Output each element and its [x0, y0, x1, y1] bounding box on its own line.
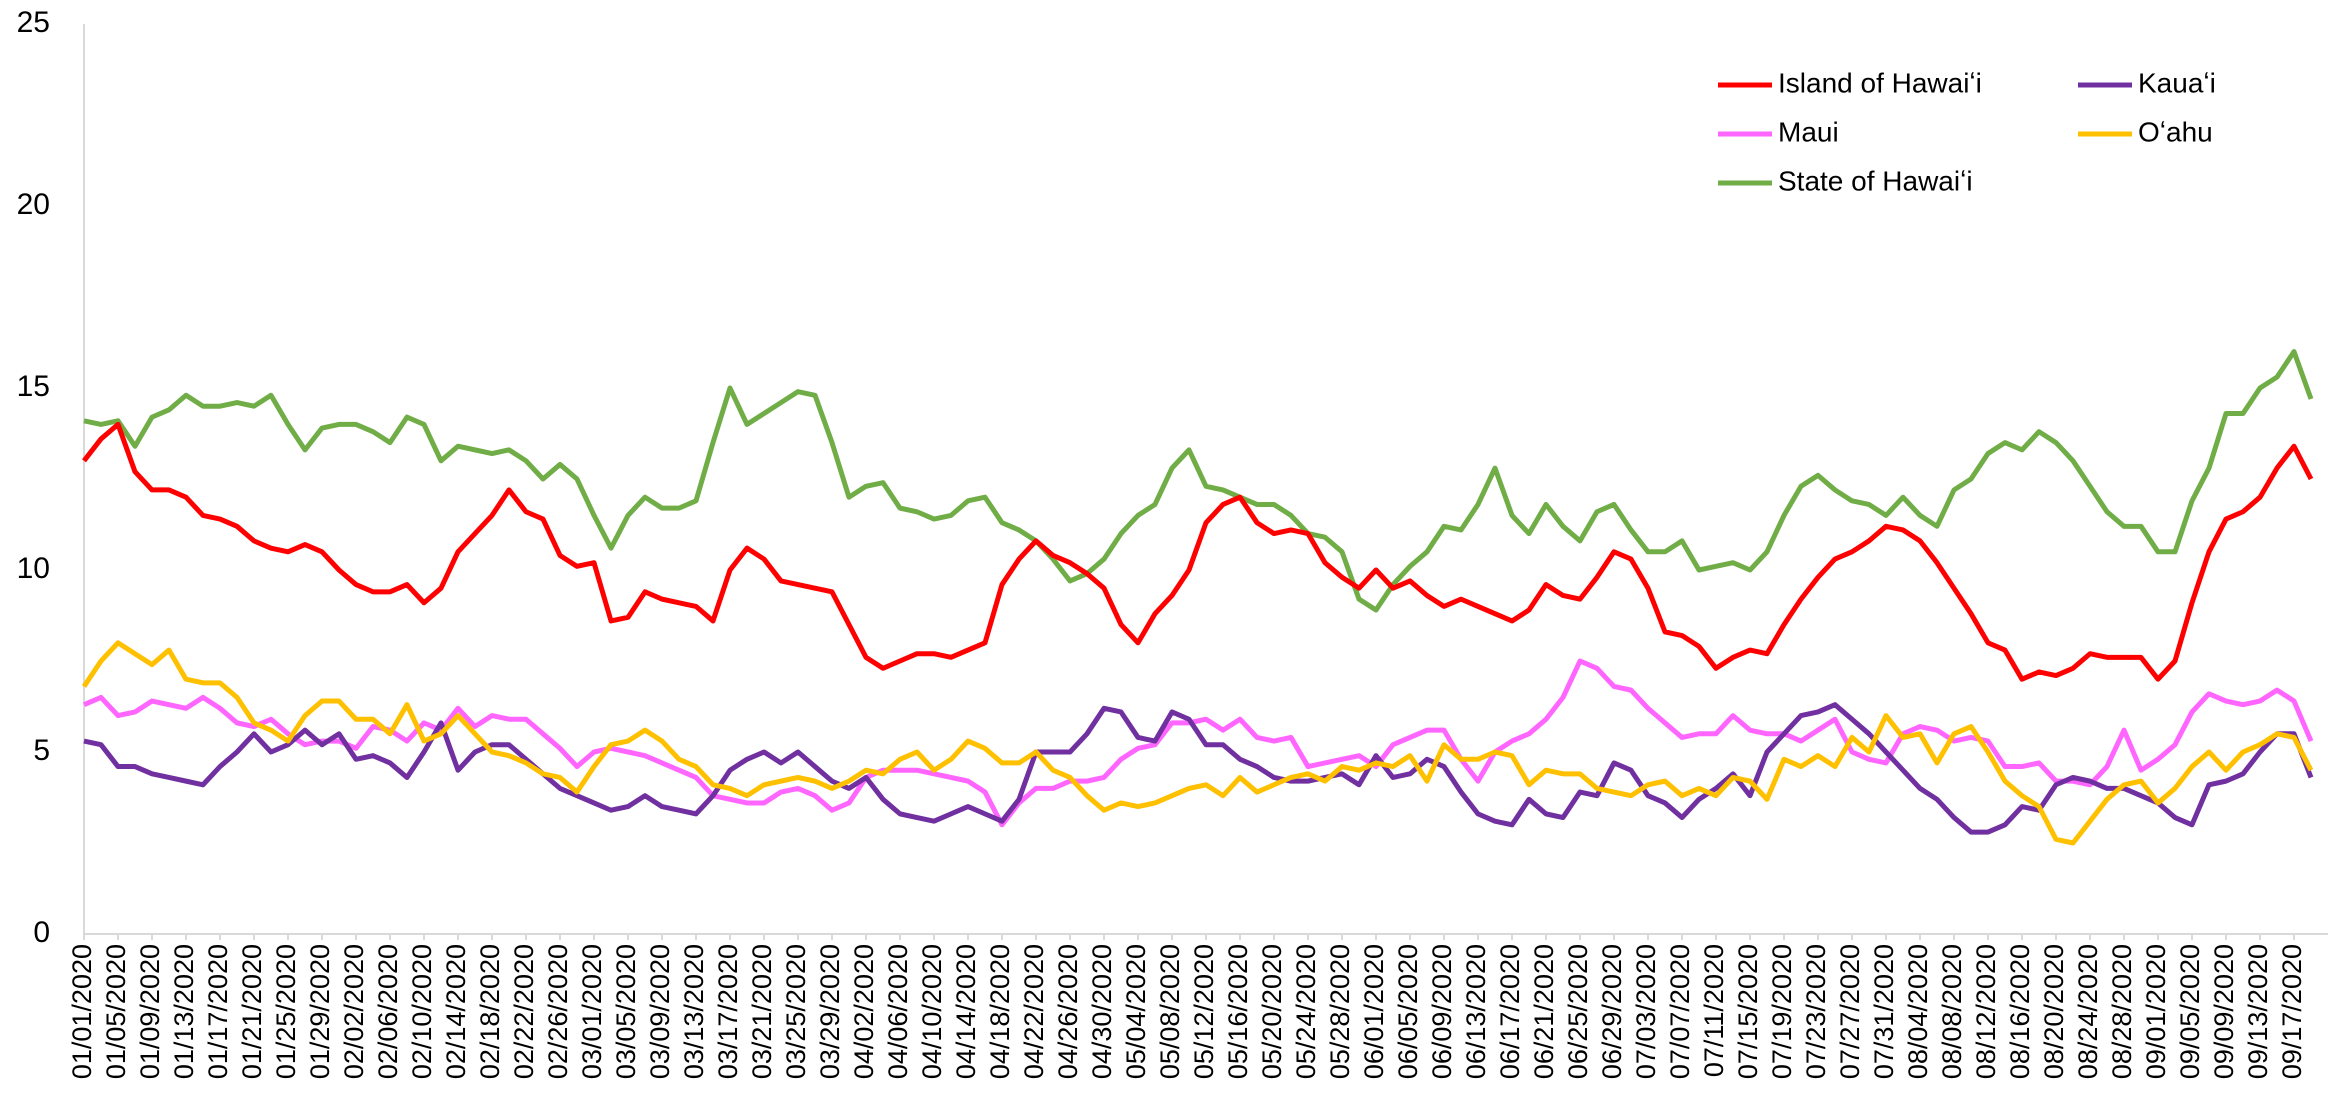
- x-tick-label: 06/21/2020: [1529, 944, 1559, 1079]
- x-tick-label: 09/13/2020: [2243, 944, 2273, 1079]
- x-tick-label: 08/08/2020: [1937, 944, 1967, 1079]
- x-tick-label: 08/20/2020: [2039, 944, 2069, 1079]
- series-line: [83, 349, 2314, 613]
- x-tick-label: 08/16/2020: [2005, 944, 2035, 1079]
- x-tick-label: 09/17/2020: [2277, 944, 2307, 1079]
- x-tick-label: 09/09/2020: [2209, 944, 2239, 1079]
- x-tick-label: 07/15/2020: [1733, 944, 1763, 1079]
- x-tick-label: 07/07/2020: [1665, 944, 1695, 1079]
- x-tick-label: 06/13/2020: [1461, 944, 1491, 1079]
- x-tick-label: 05/24/2020: [1291, 944, 1321, 1079]
- x-tick-label: 04/06/2020: [883, 944, 913, 1079]
- x-tick-label: 02/02/2020: [339, 944, 369, 1079]
- x-tick-label: 03/13/2020: [679, 944, 709, 1079]
- x-tick-label: 06/29/2020: [1597, 944, 1627, 1079]
- x-tick-label: 03/05/2020: [611, 944, 641, 1079]
- y-tick-label: 10: [17, 552, 50, 585]
- x-tick-label: 03/29/2020: [815, 944, 845, 1079]
- series-line: [81, 640, 2314, 846]
- x-tick-label: 04/22/2020: [1019, 944, 1049, 1079]
- x-tick-label: 04/30/2020: [1087, 944, 1117, 1079]
- x-tick-label: 04/14/2020: [951, 944, 981, 1079]
- x-tick-label: 02/22/2020: [509, 944, 539, 1079]
- x-tick-label: 06/01/2020: [1359, 944, 1389, 1079]
- y-tick-label: 0: [33, 916, 50, 949]
- x-tick-label: 06/25/2020: [1563, 944, 1593, 1079]
- x-tick-label: 08/12/2020: [1971, 944, 2001, 1079]
- y-tick-label: 25: [17, 6, 50, 39]
- x-tick-label: 05/16/2020: [1223, 944, 1253, 1079]
- x-tick-label: 09/01/2020: [2141, 944, 2171, 1079]
- x-tick-label: 05/04/2020: [1121, 944, 1151, 1079]
- x-tick-label: 07/31/2020: [1869, 944, 1899, 1079]
- x-tick-label: 02/26/2020: [543, 944, 573, 1079]
- x-tick-label: 03/09/2020: [645, 944, 675, 1079]
- x-tick-label: 07/03/2020: [1631, 944, 1661, 1079]
- x-tick-label: 01/01/2020: [67, 944, 97, 1079]
- x-tick-label: 07/19/2020: [1767, 944, 1797, 1079]
- x-tick-label: 08/04/2020: [1903, 944, 1933, 1079]
- x-tick-label: 04/26/2020: [1053, 944, 1083, 1079]
- x-tick-label: 05/12/2020: [1189, 944, 1219, 1079]
- x-tick-label: 07/23/2020: [1801, 944, 1831, 1079]
- x-tick-label: 06/05/2020: [1393, 944, 1423, 1079]
- x-tick-label: 03/01/2020: [577, 944, 607, 1079]
- x-tick-label: 04/02/2020: [849, 944, 879, 1079]
- x-tick-label: 04/18/2020: [985, 944, 1015, 1079]
- x-tick-label: 03/21/2020: [747, 944, 777, 1079]
- x-tick-label: 04/10/2020: [917, 944, 947, 1079]
- x-tick-label: 01/17/2020: [203, 944, 233, 1079]
- legend-label: Island of Hawaiʻi: [1778, 67, 1982, 98]
- x-tick-label: 07/27/2020: [1835, 944, 1865, 1079]
- legend-label: Maui: [1778, 116, 1839, 147]
- y-tick-label: 5: [33, 734, 50, 767]
- x-tick-label: 09/05/2020: [2175, 944, 2205, 1079]
- x-tick-label: 08/28/2020: [2107, 944, 2137, 1079]
- x-tick-label: 01/09/2020: [135, 944, 165, 1079]
- x-tick-label: 01/29/2020: [305, 944, 335, 1079]
- legend-label: Kauaʻi: [2138, 67, 2216, 98]
- x-tick-label: 05/20/2020: [1257, 944, 1287, 1079]
- x-tick-label: 01/13/2020: [169, 944, 199, 1079]
- x-tick-label: 03/17/2020: [713, 944, 743, 1079]
- series-line: [83, 658, 2314, 828]
- x-tick-label: 07/11/2020: [1699, 944, 1729, 1077]
- x-tick-label: 02/18/2020: [475, 944, 505, 1079]
- x-tick-label: 08/24/2020: [2073, 944, 2103, 1079]
- x-tick-label: 01/05/2020: [101, 944, 131, 1079]
- x-tick-label: 01/25/2020: [271, 944, 301, 1079]
- x-tick-label: 01/21/2020: [237, 944, 267, 1079]
- x-tick-label: 03/25/2020: [781, 944, 811, 1079]
- x-tick-label: 02/14/2020: [441, 944, 471, 1079]
- series-line: [83, 702, 2314, 835]
- x-tick-label: 06/17/2020: [1495, 944, 1525, 1079]
- legend-label: Oʻahu: [2138, 116, 2213, 147]
- legend-label: State of Hawaiʻi: [1778, 165, 1973, 196]
- x-tick-label: 05/08/2020: [1155, 944, 1185, 1079]
- x-tick-label: 06/09/2020: [1427, 944, 1457, 1079]
- x-tick-label: 05/28/2020: [1325, 944, 1355, 1079]
- y-tick-label: 20: [17, 188, 50, 221]
- y-tick-label: 15: [17, 370, 50, 403]
- series-line: [82, 421, 2314, 682]
- x-tick-label: 02/10/2020: [407, 944, 437, 1079]
- x-tick-label: 02/06/2020: [373, 944, 403, 1079]
